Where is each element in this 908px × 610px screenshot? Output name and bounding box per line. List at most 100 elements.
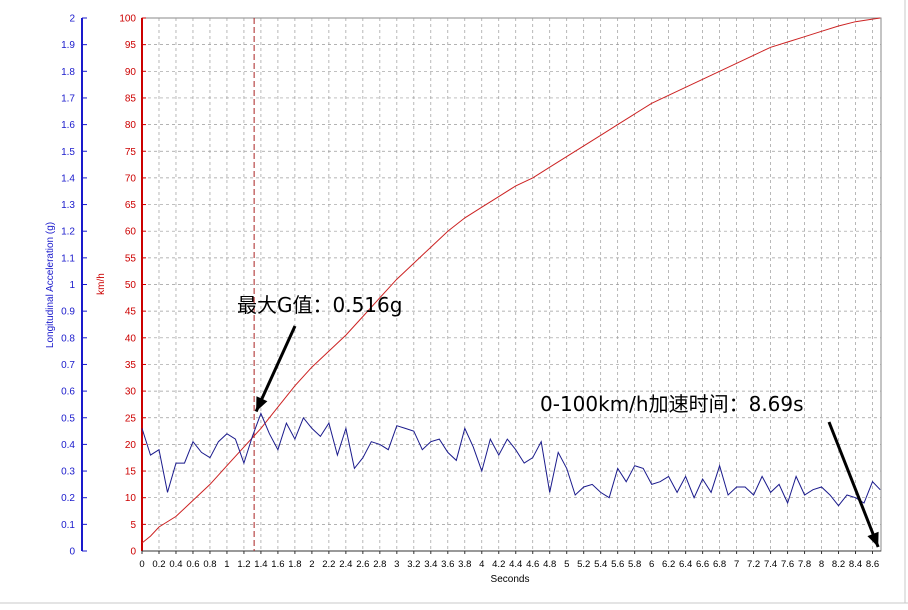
kmh-axis-tick-label: 35	[125, 360, 137, 371]
left-axis-tick-label: 1.7	[61, 93, 75, 104]
grid	[141, 17, 882, 552]
x-axis-tick-label: 2.4	[339, 559, 352, 570]
x-axis-title: Seconds	[491, 574, 530, 585]
x-axis-tick-label: 7.8	[798, 559, 811, 570]
x-axis-tick-label: 2	[309, 559, 314, 570]
annotation-accel-time-arrow-shaft	[827, 421, 880, 548]
left-axis-tick-label: 1.1	[61, 253, 75, 264]
x-axis-tick-label: 6.6	[696, 559, 709, 570]
x-axis-tick-label: 7	[734, 559, 739, 570]
kmh-axis-tick-label: 90	[125, 67, 137, 78]
x-axis-tick-label: 4.8	[543, 559, 556, 570]
left-axis-tick-label: 0.7	[61, 360, 75, 371]
left-axis-tick-label: 1.9	[61, 40, 75, 51]
kmh-axis-tick-label: 95	[125, 40, 137, 51]
x-axis-tick-label: 4	[479, 559, 484, 570]
kmh-axis-tick-label: 50	[125, 280, 137, 291]
x-axis-tick-label: 8	[819, 559, 824, 570]
left-axis-tick-label: 0.4	[61, 440, 75, 451]
annotations: 最大G值：0.516g 0-100km/h加速时间：8.69s	[237, 293, 880, 548]
x-axis-tick-label: 0.8	[203, 559, 216, 570]
x-axis-tick-label: 5	[564, 559, 569, 570]
kmh-axis-tick-label: 80	[125, 120, 137, 131]
left-axis-tick-label: 1.4	[61, 173, 75, 184]
left-axis-tick-label: 2	[69, 14, 75, 25]
x-axis-tick-label: 7.6	[781, 559, 794, 570]
left-axis-tick-label: 1.3	[61, 200, 75, 211]
x-axis-tick-label: 2.8	[373, 559, 386, 570]
x-axis-tick-label: 8.4	[849, 559, 862, 570]
x-axis-tick-label: 1	[224, 559, 229, 570]
x-axis-tick-label: 0.6	[186, 559, 199, 570]
left-axis-tick-label: 0.1	[61, 520, 75, 531]
annotation-max-g-arrow-shaft	[254, 325, 297, 413]
kmh-axis-tick-label: 5	[130, 520, 136, 531]
kmh-axis-tick-label: 10	[125, 493, 137, 504]
annotation-max-g: 最大G值：0.516g	[237, 293, 402, 317]
left-axis-tick-label: 0.6	[61, 387, 75, 398]
left-axis-tick-label: 1.6	[61, 120, 75, 131]
kmh-axis-tick-label: 85	[125, 93, 137, 104]
x-axis-tick-label: 5.2	[577, 559, 590, 570]
kmh-axis-tick-label: 60	[125, 227, 137, 238]
x-axis-tick-label: 2.2	[322, 559, 335, 570]
series	[141, 17, 881, 551]
x-axis-tick-label: 5.6	[611, 559, 624, 570]
left-axis-tick-label: 0.9	[61, 307, 75, 318]
annotation-accel-time: 0-100km/h加速时间：8.69s	[540, 392, 804, 416]
left-axis-tick-label: 0.3	[61, 467, 75, 478]
x-axis-tick-label: 6.4	[679, 559, 692, 570]
x-axis-tick-label: 5.4	[594, 559, 607, 570]
x-axis-tick-label: 6.8	[713, 559, 726, 570]
x-axis-tick-label: 1.4	[254, 559, 267, 570]
left-axis-tick-label: 1.2	[61, 227, 75, 238]
kmh-axis-tick-label: 25	[125, 413, 137, 424]
x-axis-tick-label: 6.2	[662, 559, 675, 570]
left-axis-tick-label: 1	[69, 280, 75, 291]
x-axis-tick-label: 4.6	[526, 559, 539, 570]
kmh-axis-tick-label: 45	[125, 307, 137, 318]
left-axis-title: Longitudinal Acceleration (g)	[45, 222, 56, 348]
kmh-axis-tick-label: 75	[125, 147, 137, 158]
annotation-accel-time-arrow-head	[867, 531, 879, 547]
x-axis-tick-label: 1.8	[288, 559, 301, 570]
left-axis-tick-label: 0	[69, 547, 75, 558]
x-axis-tick-label: 2.6	[356, 559, 369, 570]
left-axis-tick-label: 1.8	[61, 67, 75, 78]
x-axis-tick-label: 1.6	[271, 559, 284, 570]
kmh-axis-tick-label: 15	[125, 467, 137, 478]
x-axis-tick-label: 0.4	[169, 559, 182, 570]
kmh-axis-tick-label: 100	[119, 14, 136, 25]
x-axis-tick-label: 7.4	[764, 559, 777, 570]
x-axis-tick-label: 6	[649, 559, 654, 570]
left-axis-tick-label: 0.2	[61, 493, 75, 504]
x-axis-tick-label: 1.2	[237, 559, 250, 570]
kmh-axis-tick-label: 65	[125, 200, 137, 211]
x-axis-tick-label: 5.8	[628, 559, 641, 570]
x-axis-tick-label: 8.2	[832, 559, 845, 570]
kmh-axis-tick-label: 0	[130, 547, 136, 558]
right-axis-title: km/h	[96, 273, 107, 295]
left-axis-tick-label: 0.8	[61, 333, 75, 344]
left-axis-tick-label: 1.5	[61, 147, 75, 158]
x-axis-tick-label: 3.8	[458, 559, 471, 570]
annotation-max-g-arrow-head	[256, 396, 268, 412]
left-axis-tick-label: 0.5	[61, 413, 75, 424]
x-axis-tick-label: 3.6	[441, 559, 454, 570]
x-axis-tick-label: 0	[139, 559, 144, 570]
x-axis-tick-label: 0.2	[152, 559, 165, 570]
x-axis-tick-label: 8.6	[866, 559, 879, 570]
x-axis-tick-label: 3.4	[424, 559, 437, 570]
axes: 0 0.1 0.2 0.3 0.4 0.5 0.6 0.7 0.8 0.9 1 1.1 1.2 1.3 1.…	[61, 14, 881, 570]
acceleration-series-line	[141, 412, 881, 507]
x-axis-tick-label: 3.2	[407, 559, 420, 570]
kmh-axis-tick-label: 70	[125, 173, 137, 184]
kmh-axis-tick-label: 55	[125, 253, 137, 264]
kmh-axis-tick-label: 30	[125, 387, 137, 398]
x-axis-tick-label: 4.2	[492, 559, 505, 570]
kmh-axis-tick-label: 20	[125, 440, 137, 451]
kmh-axis-tick-label: 40	[125, 333, 137, 344]
x-axis-tick-label: 4.4	[509, 559, 522, 570]
